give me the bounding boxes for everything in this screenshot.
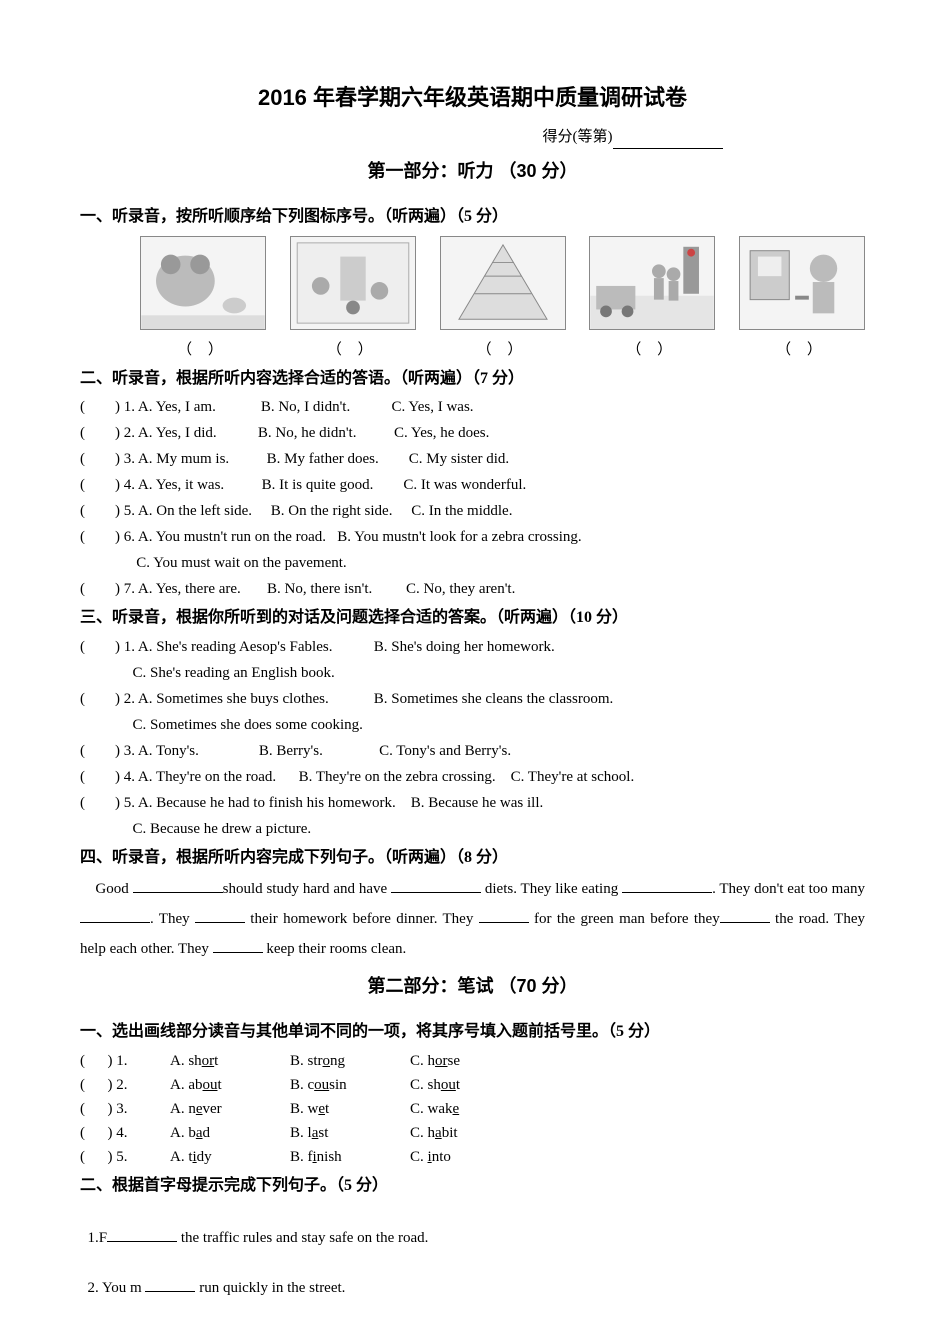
sec3-q5a: ( ) 5. A. Because he had to finish his h…: [80, 791, 865, 815]
sec4-header: 四、听录音，根据所听内容完成下列句子。（听两遍）（8 分）: [80, 845, 865, 871]
p-t2: should study hard and have: [223, 881, 391, 897]
p-t1: Good: [95, 881, 132, 897]
bracket-5[interactable]: （ ）: [739, 338, 865, 362]
sec5-row: ( ) 2.A. aboutB. cousinC. shout: [80, 1073, 865, 1097]
sec5-row: ( ) 1.A. shortB. strongC. horse: [80, 1049, 865, 1073]
sec2-q2: ( ) 2. A. Yes, I did. B. No, he didn't. …: [80, 421, 865, 445]
sec5-header: 一、选出画线部分读音与其他单词不同的一项，将其序号填入题前括号里。（5 分）: [80, 1019, 865, 1045]
sec3-q1b: C. She's reading an English book.: [80, 661, 865, 685]
blank-3[interactable]: [622, 879, 712, 893]
blank-2[interactable]: [391, 879, 481, 893]
sec5-row: ( ) 3.A. neverB. wetC. wake: [80, 1097, 865, 1121]
sec6-header: 二、根据首字母提示完成下列句子。（5 分）: [80, 1173, 865, 1199]
image-4: [589, 236, 715, 330]
q1-suffix: the traffic rules and stay safe on the r…: [177, 1230, 428, 1246]
p-t6: their homework before dinner. They: [245, 911, 479, 927]
sec3-q2b: C. Sometimes she does some cooking.: [80, 713, 865, 737]
image-row: [140, 236, 865, 330]
blank-4[interactable]: [80, 909, 150, 923]
sec5-row: ( ) 4.A. badB. lastC. habit: [80, 1121, 865, 1145]
sec4-passage: Good should study hard and have diets. T…: [80, 874, 865, 964]
sec1-header: 一、听录音，按所听顺序给下列图标序号。（听两遍）（5 分）: [80, 204, 865, 230]
sec3-q1a: ( ) 1. A. She's reading Aesop's Fables. …: [80, 635, 865, 659]
exam-title: 2016 年春学期六年级英语期中质量调研试卷: [80, 80, 865, 115]
p-t4: . They don't eat too many: [712, 881, 865, 897]
blank-6[interactable]: [479, 909, 529, 923]
score-blank[interactable]: [613, 148, 723, 149]
sec2-q6a: ( ) 6. A. You mustn't run on the road. B…: [80, 525, 865, 549]
sec2-q1: ( ) 1. A. Yes, I am. B. No, I didn't. C.…: [80, 395, 865, 419]
part2-header: 第二部分：笔试 （70 分）: [80, 972, 865, 1001]
bracket-4[interactable]: （ ）: [589, 338, 715, 362]
score-label: 得分(等第): [543, 129, 613, 145]
image-3: [440, 236, 566, 330]
sec2-q6b: C. You must wait on the pavement.: [80, 551, 865, 575]
bracket-2[interactable]: （ ）: [290, 338, 416, 362]
score-line: 得分(等第): [80, 125, 865, 149]
image-5: [739, 236, 865, 330]
p-t7: for the green man before they: [529, 911, 720, 927]
sec3-q4: ( ) 4. A. They're on the road. B. They'r…: [80, 765, 865, 789]
sec2-q4: ( ) 4. A. Yes, it was. B. It is quite go…: [80, 473, 865, 497]
sec6-q1: 1.F the traffic rules and stay safe on t…: [80, 1202, 865, 1250]
sec3-q5b: C. Because he drew a picture.: [80, 817, 865, 841]
q1-blank[interactable]: [107, 1228, 177, 1242]
image-2: [290, 236, 416, 330]
sec2-header: 二、听录音，根据所听内容选择合适的答语。（听两遍）（7 分）: [80, 366, 865, 392]
q2-suffix: run quickly in the street.: [195, 1280, 345, 1296]
blank-7[interactable]: [720, 909, 770, 923]
blank-8[interactable]: [213, 939, 263, 953]
sec2-q7: ( ) 7. A. Yes, there are. B. No, there i…: [80, 577, 865, 601]
p-t5: . They: [150, 911, 195, 927]
sec5-row: ( ) 5.A. tidyB. finishC. into: [80, 1145, 865, 1169]
sec3-q2a: ( ) 2. A. Sometimes she buys clothes. B.…: [80, 687, 865, 711]
bracket-1[interactable]: （ ）: [140, 338, 266, 362]
part1-header: 第一部分：听力 （30 分）: [80, 157, 865, 186]
blank-5[interactable]: [195, 909, 245, 923]
sec6-q2: 2. You m run quickly in the street.: [80, 1252, 865, 1300]
q2-blank[interactable]: [145, 1278, 195, 1292]
blank-1[interactable]: [133, 879, 223, 893]
sec2-q5: ( ) 5. A. On the left side. B. On the ri…: [80, 499, 865, 523]
sec3-header: 三、听录音，根据你所听到的对话及问题选择合适的答案。（听两遍）（10 分）: [80, 605, 865, 631]
image-1: [140, 236, 266, 330]
bracket-row: （ ） （ ） （ ） （ ） （ ）: [140, 338, 865, 362]
p-t9: keep their rooms clean.: [263, 941, 407, 957]
q1-prefix: 1.F: [88, 1230, 108, 1246]
bracket-3[interactable]: （ ）: [440, 338, 566, 362]
sec2-q3: ( ) 3. A. My mum is. B. My father does. …: [80, 447, 865, 471]
sec3-q3: ( ) 3. A. Tony's. B. Berry's. C. Tony's …: [80, 739, 865, 763]
p-t3: diets. They like eating: [481, 881, 622, 897]
q2-prefix: 2. You m: [88, 1280, 146, 1296]
